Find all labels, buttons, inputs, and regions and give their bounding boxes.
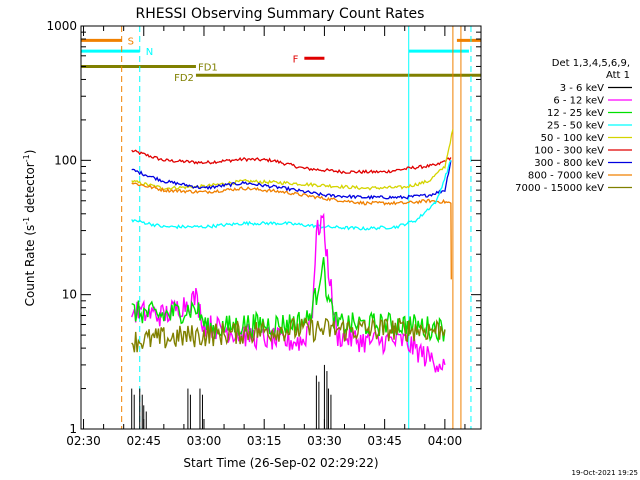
timestamp: 19-Oct-2021 19:25 [572, 469, 638, 477]
series-line [131, 212, 446, 373]
flag-label: FD1 [198, 62, 218, 73]
legend-entry-label: 6 - 12 keV [553, 96, 604, 107]
x-tick-label: 03:00 [187, 434, 222, 448]
flag-label: FD2 [174, 73, 194, 84]
series-line [131, 182, 452, 280]
x-axis: 02:30 02:45 03:00 03:15 03:30 03:45 04:00 [66, 26, 466, 448]
legend-header: Det 1,3,4,5,6,9, [552, 58, 630, 69]
x-tick-label: 03:15 [247, 434, 282, 448]
legend-entry-label: 50 - 100 keV [541, 133, 605, 144]
series-line [131, 317, 446, 353]
flag-label: N [146, 47, 153, 58]
y-axis-label-mid: detector [23, 162, 37, 217]
x-tick-label: 02:30 [66, 434, 101, 448]
observing-flags [81, 38, 481, 77]
y-axis-label-end: ) [23, 150, 37, 155]
x-tick-label: 04:00 [428, 434, 463, 448]
legend-entry-label: 3 - 6 keV [560, 83, 604, 94]
flag-label: F [293, 54, 299, 65]
series-line [131, 159, 452, 231]
y-axis-label-main: Count Rate (s [23, 225, 37, 307]
legend-entry-label: 100 - 300 keV [534, 146, 604, 157]
plot-frame [80, 25, 482, 430]
y-axis: 1 10 100 1000 [46, 19, 481, 436]
x-tick-label: 03:45 [367, 434, 402, 448]
series-line [131, 160, 452, 200]
count-rate-series [131, 129, 454, 429]
flag-label: S [128, 36, 134, 47]
y-axis-label: Count Rate (s-1 detector-1) [22, 150, 37, 307]
y-tick-label: 100 [54, 153, 77, 167]
series-line [131, 129, 454, 191]
legend-entry-label: 300 - 800 keV [534, 158, 604, 169]
legend-header: Att 1 [606, 70, 630, 81]
chart-title: RHESSI Observing Summary Count Rates [136, 6, 425, 22]
x-axis-label: Start Time (26-Sep-02 02:29:22) [183, 456, 378, 470]
y-axis-label-sup1: -1 [22, 217, 31, 225]
legend-entry-label: 25 - 50 keV [547, 121, 604, 132]
legend-entry-label: 800 - 7000 keV [528, 171, 604, 182]
series-line [131, 149, 452, 175]
series-line [131, 257, 446, 344]
attenuator-markers [121, 26, 472, 429]
y-axis-label-sup2: -1 [22, 154, 31, 162]
x-tick-label: 02:45 [126, 434, 161, 448]
y-tick-label: 1000 [46, 19, 77, 33]
legend-entry-label: 7000 - 15000 keV [515, 183, 604, 194]
flag-labels: S N FD1 FD2 F [128, 36, 299, 84]
y-tick-label: 1 [69, 422, 77, 436]
legend-entry-label: 12 - 25 keV [547, 108, 604, 119]
y-tick-label: 10 [62, 288, 77, 302]
legend: Det 1,3,4,5,6,9,Att 13 - 6 keV 6 - 12 keV… [515, 58, 632, 194]
x-tick-label: 03:30 [307, 434, 342, 448]
